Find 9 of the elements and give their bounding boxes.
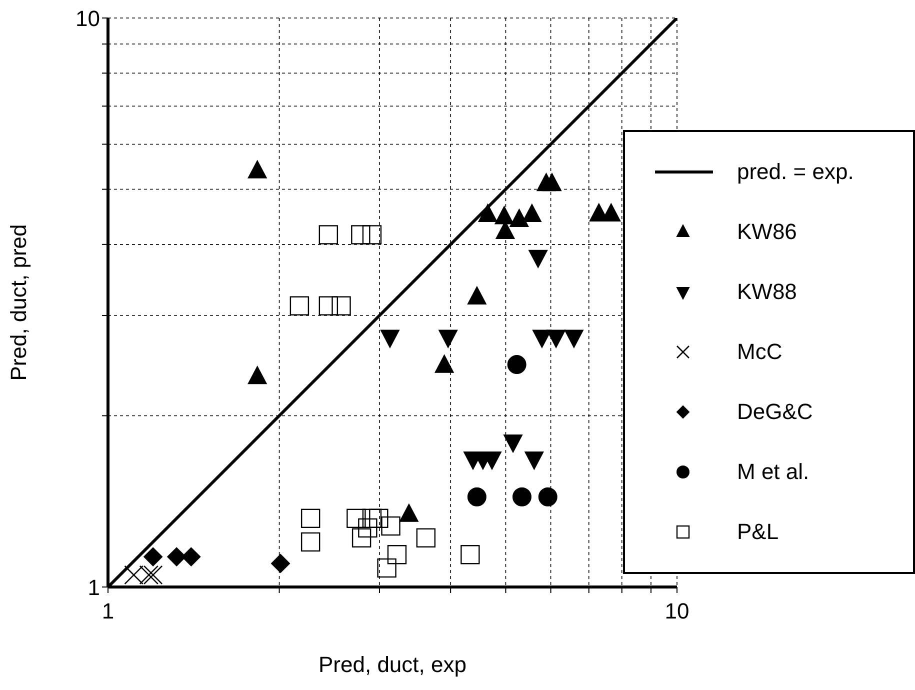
legend-label: McC bbox=[737, 339, 782, 365]
y-axis-title: Pred, duct, pred bbox=[6, 224, 31, 381]
legend-label: P&L bbox=[737, 519, 779, 545]
x-axis-title: Pred, duct, exp bbox=[318, 652, 466, 677]
legend-label: KW86 bbox=[737, 219, 797, 245]
legend-label: DeG&C bbox=[737, 399, 813, 425]
legend-label: pred. = exp. bbox=[737, 159, 854, 185]
legend-label: M et al. bbox=[737, 459, 810, 485]
legend-label: KW88 bbox=[737, 279, 797, 305]
